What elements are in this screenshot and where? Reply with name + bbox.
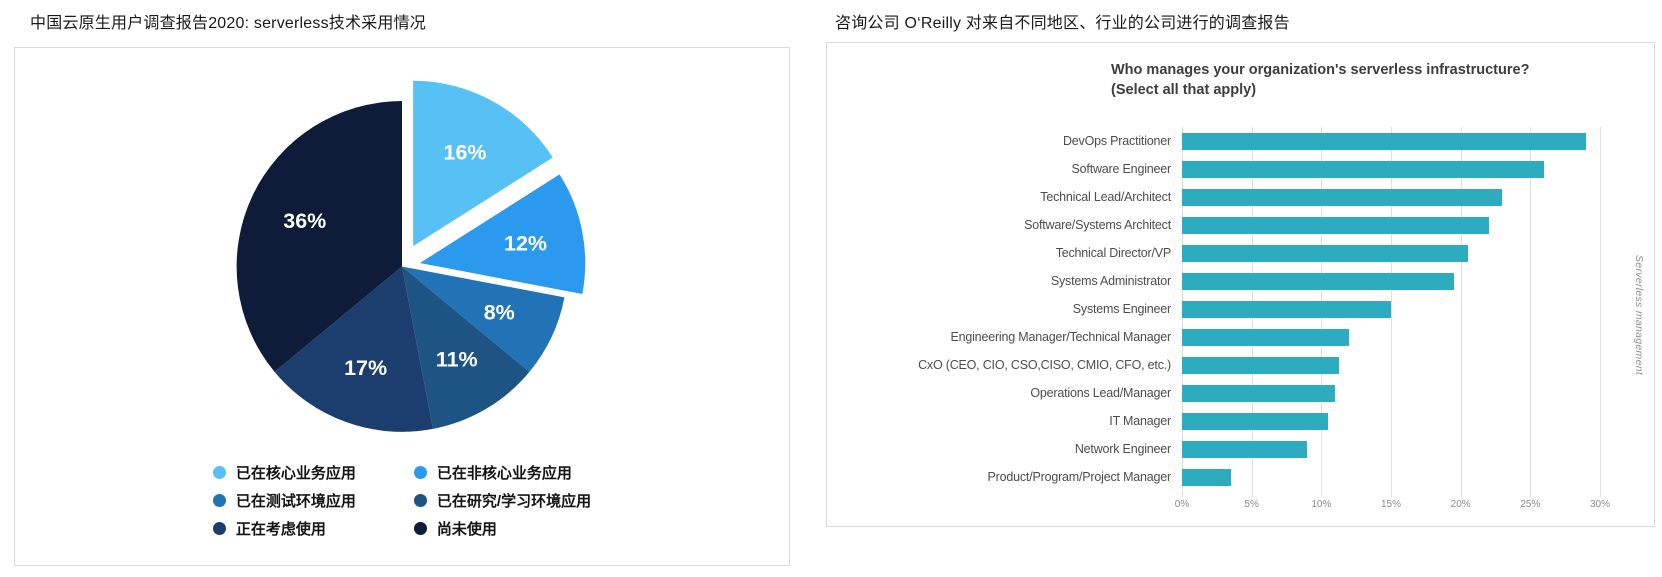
- pie-slice-3: [402, 266, 565, 372]
- bar-plot-area: 0% 5% 10% 15% 20% 25% 30%: [1175, 127, 1610, 521]
- bar-chart-subtitle: (Select all that apply): [1111, 82, 1257, 99]
- bar-category-label: Software Engineer: [1071, 162, 1172, 176]
- pie-slice-2: [419, 174, 586, 295]
- pie-slice-value-label: 36%: [283, 209, 326, 233]
- x-axis-tick-label: 5%: [1244, 499, 1259, 510]
- legend-dot-icon: [212, 494, 226, 507]
- bar: [1182, 160, 1545, 178]
- gridline: [1600, 127, 1601, 497]
- bar-category-label: Systems Engineer: [1072, 302, 1171, 316]
- pie-legend-label: 已在核心业务应用: [235, 465, 356, 482]
- bar-category-label: DevOps Practitioner: [1062, 134, 1171, 148]
- gridline: [1391, 127, 1392, 497]
- pie-slice-value-label: 17%: [344, 356, 387, 380]
- bar-row: [1182, 463, 1600, 491]
- bar-row: [1182, 407, 1600, 435]
- pie-legend-label: 已在非核心业务应用: [436, 465, 572, 482]
- bar-row: [1182, 351, 1600, 379]
- x-axis-tick-label: 30%: [1589, 499, 1611, 510]
- bar-category-label: Product/Program/Project Manager: [987, 470, 1172, 484]
- bar: [1182, 216, 1489, 234]
- bar: [1182, 132, 1587, 150]
- bar-category-label: Operations Lead/Manager: [1030, 386, 1171, 400]
- legend-dot-icon: [413, 466, 427, 479]
- pie-legend-item: 已在非核心业务应用: [413, 462, 591, 483]
- pie-chart-title: 中国云原生用户调查报告2020: serverless技术采用情况: [30, 15, 426, 32]
- bar-category-labels: DevOps Practitioner Software Engineer Tech…: [841, 127, 1182, 521]
- bar-row: [1182, 183, 1600, 211]
- gridline: [1530, 127, 1532, 497]
- x-axis-tick-label: 0%: [1174, 499, 1190, 510]
- bar-chart-title-block: Who manages your organization's serverle…: [1111, 60, 1529, 101]
- bar-category-label: IT Manager: [1109, 414, 1171, 428]
- x-axis-ticks: 0% 5% 10% 15% 20% 25% 30%: [1175, 491, 1610, 517]
- bar-chart-side-label: Serverless management: [1633, 255, 1645, 376]
- bar-row: [1182, 435, 1600, 463]
- pie-slice-1: [413, 80, 553, 247]
- x-axis-tick-label: 15%: [1380, 499, 1402, 510]
- legend-dot-icon: [212, 466, 226, 479]
- legend-dot-icon: [413, 522, 427, 535]
- pie-slice-value-label: 8%: [484, 301, 515, 325]
- bar-category-label: Systems Administrator: [1050, 274, 1171, 288]
- pie-legend-item: 正在考虑使用: [212, 518, 356, 539]
- bar-row: [1182, 239, 1600, 267]
- bar: [1182, 440, 1308, 458]
- bar-chart-title: Who manages your organization's serverle…: [1111, 62, 1530, 78]
- bar-row: [1182, 211, 1600, 239]
- pie-legend-label: 已在研究/学习环境应用: [436, 493, 592, 510]
- bar: [1182, 244, 1468, 262]
- bar-row: [1182, 127, 1600, 155]
- bar-chart-panel-title: 咨询公司 O‘Reilly 对来自不同地区、行业的公司进行的调查报告: [835, 15, 1290, 32]
- pie-legend: 已在核心业务应用 已在非核心业务应用已在测试环境应用 已在研究/学习环境应用正在考虑…: [212, 462, 592, 539]
- bar-category-label: Technical Director/VP: [1055, 246, 1171, 260]
- pie-legend-item: 尚未使用: [413, 518, 591, 539]
- bar-chart: DevOps Practitioner Software Engineer Tech…: [841, 127, 1610, 521]
- pie-slice-value-label: 12%: [504, 231, 547, 255]
- pie-slice-6: [236, 101, 402, 372]
- bar-row: [1182, 323, 1600, 351]
- pie-legend-item: 已在测试环境应用: [212, 490, 356, 511]
- bar: [1182, 300, 1391, 318]
- bar: [1182, 468, 1231, 486]
- bar-row: [1182, 267, 1600, 295]
- bar: [1182, 188, 1503, 206]
- pie-legend-label: 已在测试环境应用: [235, 493, 356, 510]
- bar-category-label: Software/Systems Architect: [1024, 218, 1171, 232]
- pie-slice-4: [402, 266, 530, 429]
- legend-dot-icon: [413, 494, 427, 507]
- gridline: [1460, 127, 1462, 497]
- pie-slice-value-label: 16%: [443, 140, 486, 164]
- bar: [1182, 412, 1329, 430]
- bar: [1182, 328, 1350, 346]
- bar-category-label: Engineering Manager/Technical Manager: [950, 330, 1171, 344]
- bar-rows: [1182, 127, 1600, 491]
- x-axis-tick-label: 10%: [1311, 499, 1332, 510]
- pie-slice-5: [274, 266, 433, 432]
- bar-row: [1182, 379, 1600, 407]
- pie-chart: 16% 12% 8%11% 17% 36%: [236, 80, 586, 432]
- pie-legend-label: 尚未使用: [436, 521, 497, 538]
- bar-row: [1182, 295, 1600, 323]
- x-axis-tick-label: 25%: [1520, 499, 1541, 510]
- pie-slice-value-label: 11%: [436, 347, 478, 371]
- legend-dot-icon: [212, 522, 226, 535]
- bar-row: [1182, 155, 1600, 183]
- bar-chart-card: Who manages your organization's serverle…: [826, 42, 1655, 527]
- x-axis-tick-label: 20%: [1450, 499, 1471, 510]
- pie-legend-item: 已在核心业务应用: [212, 462, 356, 483]
- pie-chart-card: 16% 12% 8% 11% 17% 36% 已在核心业务应用 已在非核心业务应用已在测试环…: [14, 47, 790, 566]
- pie-legend-label: 正在考虑使用: [235, 521, 326, 538]
- bar: [1182, 272, 1454, 290]
- pie-legend-item: 已在研究/学习环境应用: [413, 490, 592, 511]
- bar-category-label: CxO (CEO, CIO, CSO,CISO, CMIO, CFO, etc.…: [918, 358, 1171, 372]
- bar: [1182, 384, 1336, 402]
- bar: [1182, 356, 1340, 374]
- bar-category-label: Technical Lead/Architect: [1040, 190, 1171, 204]
- bar-category-label: Network Engineer: [1074, 442, 1171, 456]
